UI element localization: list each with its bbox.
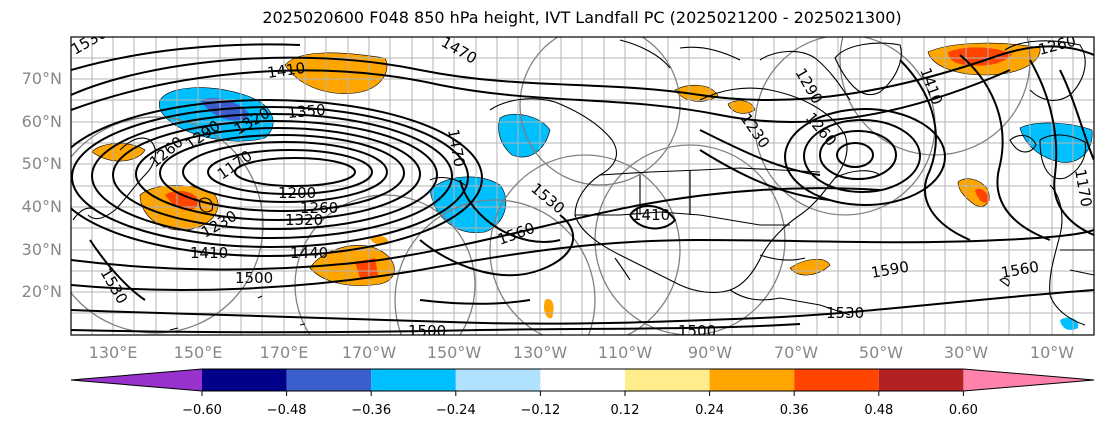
lon-label: 130°E: [89, 343, 138, 362]
contour-label: 1440: [290, 244, 328, 262]
contour-label: 1350: [287, 101, 327, 122]
colorbar-tick-label: −0.12: [520, 403, 560, 418]
lon-label: 150°E: [174, 343, 223, 362]
colorbar-tick-label: 0.24: [695, 403, 724, 418]
lon-label: 70°W: [774, 343, 818, 362]
lat-label: 70°N: [22, 69, 62, 88]
colorbar-segment: [202, 369, 287, 391]
contour-label: 1320: [285, 211, 323, 229]
colorbar-segment: [71, 369, 202, 391]
contour-label: 1500: [235, 269, 273, 287]
colorbar-segment: [455, 369, 541, 391]
lon-label: 170°E: [260, 343, 309, 362]
colorbar-tick-label: 0.12: [611, 403, 640, 418]
lat-label: 20°N: [22, 282, 62, 301]
colorbar-segment: [540, 369, 625, 391]
colorbar-tick-label: −0.48: [267, 403, 307, 418]
contour-label: 1260: [300, 199, 338, 217]
lat-label: 40°N: [22, 197, 62, 216]
contour-label: 1200: [278, 184, 316, 202]
ivt-positive-region: [165, 190, 200, 211]
lon-label: 130°W: [513, 343, 568, 362]
contour-label: 1500: [678, 322, 716, 340]
height-contours: [71, 43, 1094, 334]
contour-label: 1500: [408, 322, 446, 340]
ivt-positive-region: [284, 52, 388, 94]
colorbar-tick-label: 0.36: [780, 403, 809, 418]
lon-label: 170°W: [342, 343, 397, 362]
lon-label: 150°W: [427, 343, 482, 362]
map-frame: [70, 36, 1095, 336]
colorbar-tick-label: −0.24: [436, 403, 476, 418]
ivt-positive-region: [727, 100, 756, 114]
colorbar-segment: [625, 369, 710, 391]
lat-label: 30°N: [22, 240, 62, 259]
coastlines: [72, 39, 1094, 331]
contour-label: 1410: [266, 59, 306, 82]
lat-label: 50°N: [22, 154, 62, 173]
figure-title: 2025020600 F048 850 hPa height, IVT Land…: [262, 8, 902, 27]
colorbar-tick-label: 0.60: [949, 403, 978, 418]
colorbar-tick-label: 0.48: [864, 403, 893, 418]
lon-label: 90°W: [688, 343, 732, 362]
latitude-labels: 70°N 60°N 50°N 40°N 30°N 20°N: [22, 69, 62, 301]
lon-label: 10°W: [1030, 343, 1074, 362]
colorbar-segment: [963, 369, 1094, 391]
lon-label: 30°W: [944, 343, 988, 362]
colorbar-tick-label: −0.36: [351, 403, 391, 418]
lat-label: 60°N: [22, 112, 62, 131]
contour-label: 1410: [632, 206, 670, 224]
colorbar-segment: [878, 369, 964, 391]
colorbar-segment: [794, 369, 879, 391]
colorbar: −0.60 −0.48 −0.36 −0.24 −0.12 0.12 0.24 …: [70, 368, 1095, 418]
colorbar-segment: [286, 369, 372, 391]
contour-label: 1410: [190, 244, 228, 262]
ivt-positive-region: [948, 47, 1012, 66]
ivt-positive-region: [370, 236, 389, 245]
ivt-positive-region: [975, 188, 990, 203]
longitude-labels: 130°E 150°E 170°E 170°W 150°W 130°W 110°…: [89, 343, 1075, 362]
contour-label: 1170: [1071, 168, 1095, 209]
contour-label: 1530: [826, 304, 864, 322]
ivt-positive-region: [91, 143, 146, 162]
lon-label: 50°W: [859, 343, 903, 362]
lon-label: 110°W: [598, 343, 653, 362]
colorbar-segment: [709, 369, 795, 391]
colorbar-tick-label: −0.60: [182, 403, 222, 418]
colorbar-segment: [371, 369, 456, 391]
